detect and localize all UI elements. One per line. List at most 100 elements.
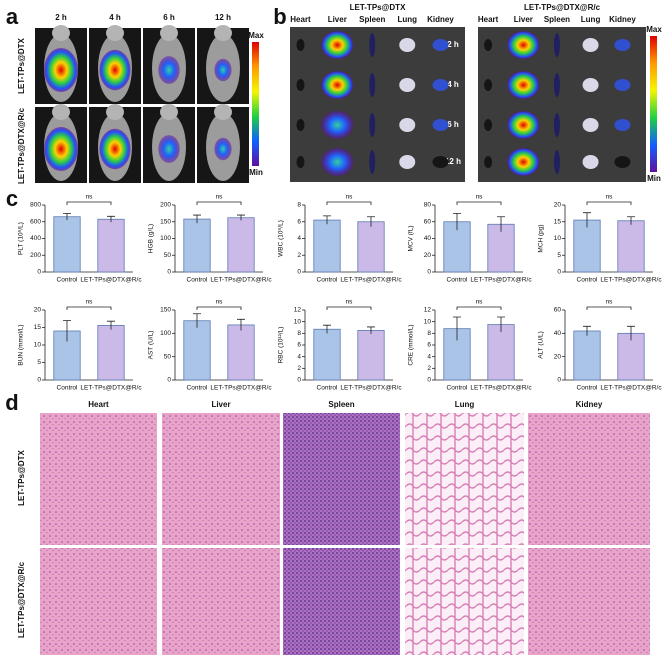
annotation: ns bbox=[216, 299, 224, 306]
mouse-head bbox=[52, 25, 70, 41]
y-tick-label: 0 bbox=[167, 377, 171, 384]
lung bbox=[582, 38, 599, 52]
significance-bracket bbox=[456, 201, 502, 205]
spleen bbox=[553, 113, 560, 137]
y-tick-label: 5 bbox=[557, 252, 561, 259]
y-tick-label: 0 bbox=[37, 269, 41, 276]
kidney bbox=[432, 79, 449, 91]
x-tick-label: LET-TPs@DTX@R/c bbox=[470, 385, 532, 392]
x-tick-label: LET-TPs@DTX@R/c bbox=[470, 277, 532, 284]
liver bbox=[507, 71, 540, 99]
error-bar bbox=[497, 216, 505, 232]
lung bbox=[399, 155, 416, 169]
y-axis-label: PLT (10⁹/L) bbox=[18, 222, 25, 255]
mouse-head bbox=[214, 104, 232, 120]
y-axis-label: WBC (10⁹/L) bbox=[278, 220, 285, 257]
y-tick-label: 15 bbox=[554, 218, 562, 225]
error-bar bbox=[367, 326, 375, 334]
spleen bbox=[553, 33, 560, 57]
y-axis-label: AST (U/L) bbox=[148, 331, 155, 360]
colorbar-max: Max bbox=[248, 31, 264, 40]
significance-bracket bbox=[586, 201, 632, 205]
histology-image bbox=[405, 413, 524, 545]
time-label: 2 h bbox=[55, 13, 67, 22]
annotation: ns bbox=[606, 299, 614, 306]
annotation: ns bbox=[476, 299, 484, 306]
annotation: ns bbox=[346, 194, 354, 201]
kidney bbox=[614, 79, 631, 91]
y-tick-label: 2 bbox=[297, 365, 301, 372]
lung bbox=[399, 78, 416, 92]
kidney bbox=[614, 39, 631, 51]
significance-bracket bbox=[326, 201, 372, 205]
y-tick-label: 40 bbox=[424, 235, 432, 242]
y-tick-label: 20 bbox=[34, 307, 42, 314]
liver bbox=[321, 148, 354, 176]
histology-image bbox=[528, 413, 650, 545]
error-bar bbox=[497, 316, 505, 333]
histology-image bbox=[283, 413, 400, 545]
time-label: 6 h bbox=[447, 120, 459, 129]
histology-image bbox=[162, 548, 280, 655]
y-axis-label: HGB (g/L) bbox=[148, 224, 155, 253]
time-label: 6 h bbox=[163, 13, 175, 22]
heart bbox=[296, 119, 305, 131]
kidney bbox=[432, 156, 449, 168]
fluorescence bbox=[99, 49, 131, 91]
y-tick-label: 60 bbox=[424, 218, 432, 225]
heart bbox=[484, 79, 493, 91]
liver bbox=[321, 31, 354, 59]
organ-label: Spleen bbox=[544, 15, 570, 24]
y-tick-label: 10 bbox=[554, 235, 562, 242]
group-label: LET-TPs@DTX@R/c bbox=[17, 107, 26, 184]
x-tick-label: LET-TPs@DTX@R/c bbox=[600, 277, 662, 284]
significance-bracket bbox=[196, 306, 242, 310]
y-tick-label: 0 bbox=[557, 377, 561, 384]
significance-bracket bbox=[586, 306, 632, 310]
y-axis-label: RBC (10¹²/L) bbox=[278, 327, 285, 364]
bar bbox=[183, 218, 211, 273]
spleen bbox=[369, 33, 376, 57]
liver bbox=[321, 111, 354, 139]
error-bar bbox=[367, 216, 375, 227]
panel-label: c bbox=[6, 186, 18, 211]
bar bbox=[53, 216, 81, 273]
panel-label: b bbox=[273, 4, 286, 29]
fluorescence bbox=[44, 127, 78, 171]
time-label: 12 h bbox=[445, 157, 461, 166]
bar bbox=[357, 221, 385, 273]
y-axis-label: BUN (mmol/L) bbox=[18, 324, 25, 365]
panel-label: d bbox=[5, 390, 18, 415]
panel-label: a bbox=[6, 4, 19, 29]
spleen bbox=[369, 73, 376, 97]
liver bbox=[507, 31, 540, 59]
y-tick-label: 20 bbox=[554, 202, 562, 209]
x-tick-label: Control bbox=[317, 277, 339, 284]
error-bar bbox=[323, 215, 331, 225]
y-tick-label: 8 bbox=[427, 330, 431, 337]
heart bbox=[484, 39, 493, 51]
histology-image bbox=[162, 413, 280, 545]
y-tick-label: 6 bbox=[297, 218, 301, 225]
y-tick-label: 2 bbox=[297, 252, 301, 259]
x-tick-label: Control bbox=[187, 385, 209, 392]
error-bar bbox=[237, 214, 245, 221]
heart bbox=[296, 156, 305, 168]
error-bar bbox=[107, 215, 115, 223]
y-tick-label: 15 bbox=[34, 324, 42, 331]
bar bbox=[617, 220, 645, 273]
bar bbox=[357, 330, 385, 381]
x-tick-label: Control bbox=[447, 277, 469, 284]
error-bar bbox=[63, 212, 71, 221]
x-tick-label: LET-TPs@DTX@R/c bbox=[340, 385, 402, 392]
x-tick-label: Control bbox=[577, 385, 599, 392]
heart bbox=[296, 39, 305, 51]
y-tick-label: 4 bbox=[297, 353, 301, 360]
y-tick-label: 0 bbox=[297, 377, 301, 384]
bar bbox=[97, 324, 125, 381]
y-tick-label: 400 bbox=[30, 235, 41, 242]
mouse-head bbox=[160, 104, 178, 120]
bar bbox=[573, 219, 601, 273]
x-tick-label: LET-TPs@DTX@R/c bbox=[80, 277, 142, 284]
